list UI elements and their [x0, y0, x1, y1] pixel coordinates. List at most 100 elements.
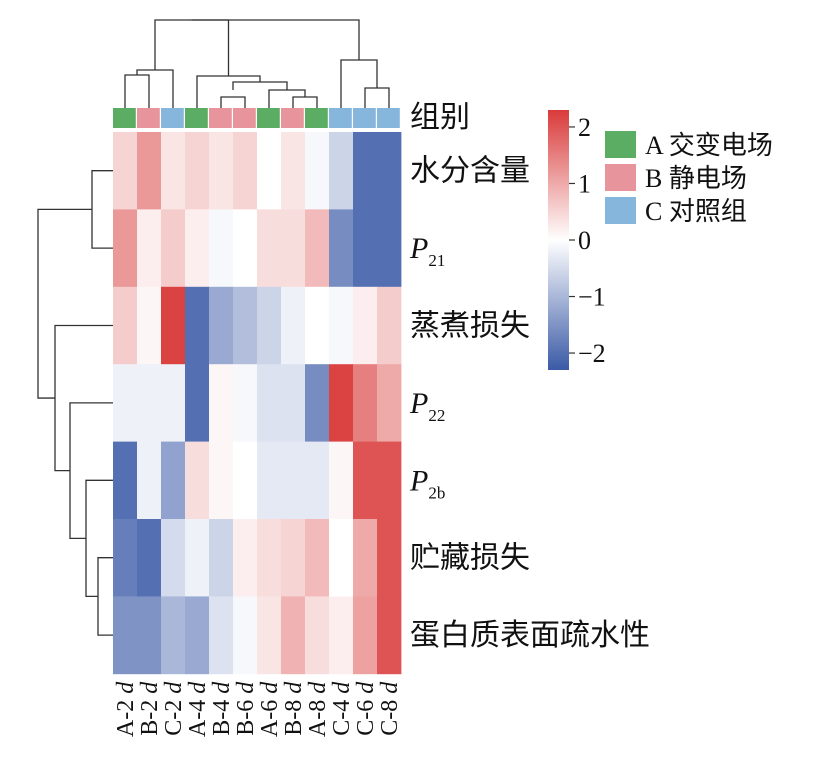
- group-legend: A 交变电场 B 静电场 C 对照组: [605, 131, 773, 226]
- column-dendrogram-link: [191, 19, 360, 60]
- heatmap-cell: [305, 364, 330, 442]
- heatmap-cell: [257, 209, 282, 288]
- legend-swatch: [605, 131, 636, 158]
- column-dendrogram-link: [364, 87, 390, 108]
- row-dendrogram-link: [54, 324, 113, 472]
- heatmap-cell: [161, 596, 186, 675]
- heatmap-cell: [281, 441, 306, 520]
- heatmap-cell: [185, 209, 210, 288]
- heatmap-cell: [377, 364, 402, 442]
- column-label: B-4 d: [209, 681, 235, 736]
- column-label: C-4 d: [329, 681, 355, 736]
- heatmap-cell: [281, 286, 306, 365]
- column-label: B-8 d: [281, 681, 307, 736]
- group-annotation-cell: [281, 108, 304, 128]
- group-annotation-cell: [185, 108, 208, 128]
- heatmap-cell: [137, 209, 162, 288]
- heatmap-cell: [353, 441, 378, 520]
- column-label: A-4 d: [185, 681, 211, 737]
- heatmap-cell: [377, 209, 402, 288]
- heatmap-cell: [233, 441, 258, 520]
- heatmap-cell: [377, 519, 402, 597]
- row-dendrogram-link: [85, 479, 113, 598]
- heatmap-cell: [233, 132, 258, 210]
- column-dendrogram-link: [268, 89, 306, 108]
- heatmap-cell: [329, 286, 354, 365]
- row-dendrogram-link: [91, 170, 113, 249]
- heatmap-cell: [353, 132, 378, 210]
- heatmap-cell: [137, 519, 162, 597]
- heatmap-cell: [209, 441, 234, 520]
- heatmap-cell: [113, 286, 138, 365]
- heatmap-cell: [233, 209, 258, 288]
- column-label: C-2 d: [161, 681, 187, 736]
- column-labels: A-2 dB-2 dC-2 dA-4 dB-4 dB-6 dA-6 dB-8 d…: [113, 681, 403, 737]
- heatmap-cell: [305, 441, 330, 520]
- heatmap-cell: [353, 364, 378, 442]
- heatmap-cell: [281, 596, 306, 675]
- heatmap-cell: [137, 364, 162, 442]
- heatmap-cell: [281, 519, 306, 597]
- heatmap-cell: [137, 286, 162, 365]
- row-label: 贮藏损失: [410, 542, 530, 575]
- column-label: B-2 d: [137, 681, 163, 736]
- group-annotation-cell: [353, 108, 376, 128]
- heatmap-cell: [137, 596, 162, 675]
- heatmap-cell: [329, 519, 354, 597]
- heatmap-cell: [185, 364, 210, 442]
- color-scale-bar: [548, 110, 569, 370]
- group-annotation-cell: [209, 108, 232, 128]
- legend-swatch: [605, 164, 636, 191]
- group-annotation-cell: [137, 108, 160, 128]
- heatmap-cell: [305, 596, 330, 675]
- column-dendrogram-link: [154, 19, 230, 76]
- row-dendrogram: [37, 170, 113, 636]
- group-annotation-cell: [233, 108, 256, 128]
- heatmap-cell: [257, 132, 282, 210]
- column-dendrogram-link: [124, 74, 150, 108]
- color-scale-tick-label: 1: [578, 169, 591, 198]
- column-dendrogram-link: [136, 69, 174, 108]
- row-label: P21: [409, 232, 445, 270]
- heatmap-cell: [305, 519, 330, 597]
- row-label: 蛋白质表面疏水性: [410, 619, 650, 652]
- column-label: A-6 d: [257, 681, 283, 737]
- heatmap-cell: [113, 519, 138, 597]
- group-annotation-cell: [257, 108, 280, 128]
- row-label: 水分含量: [410, 155, 530, 188]
- heatmap-cell: [161, 519, 186, 597]
- column-label: B-6 d: [233, 681, 259, 736]
- heatmap-cell: [305, 209, 330, 288]
- legend-label: C 对照组: [645, 197, 747, 226]
- heatmap-cell: [281, 132, 306, 210]
- column-dendrogram-link: [292, 96, 318, 108]
- heatmap-cell: [161, 286, 186, 365]
- legend-label: A 交变电场: [645, 131, 773, 160]
- heatmap-cell: [137, 441, 162, 520]
- heatmap-cell: [353, 519, 378, 597]
- heatmap-cell: [185, 286, 210, 365]
- row-label: P22: [409, 387, 445, 425]
- heatmap-cell: [113, 209, 138, 288]
- heatmap-cell: [209, 519, 234, 597]
- group-annotation-cell: [161, 108, 184, 128]
- heatmap-cell: [233, 596, 258, 675]
- heatmap-cell: [209, 364, 234, 442]
- column-dendrogram-link: [232, 81, 288, 90]
- heatmap-cell: [257, 441, 282, 520]
- heatmap-cell: [377, 596, 402, 675]
- heatmap-cell: [329, 209, 354, 288]
- color-scale-tick-label: 2: [578, 113, 591, 142]
- row-dendrogram-link: [69, 402, 113, 539]
- heatmap-cell: [209, 209, 234, 288]
- column-label: C-6 d: [353, 681, 379, 736]
- column-dendrogram-link: [340, 59, 378, 108]
- heatmap-cell: [353, 286, 378, 365]
- group-annotation-cell: [377, 108, 400, 128]
- heatmap-cell: [209, 286, 234, 365]
- heatmap-cell: [161, 209, 186, 288]
- group-annotation-title: 组别: [410, 101, 470, 134]
- group-annotation-bar: [113, 108, 400, 128]
- heatmap-cell: [329, 596, 354, 675]
